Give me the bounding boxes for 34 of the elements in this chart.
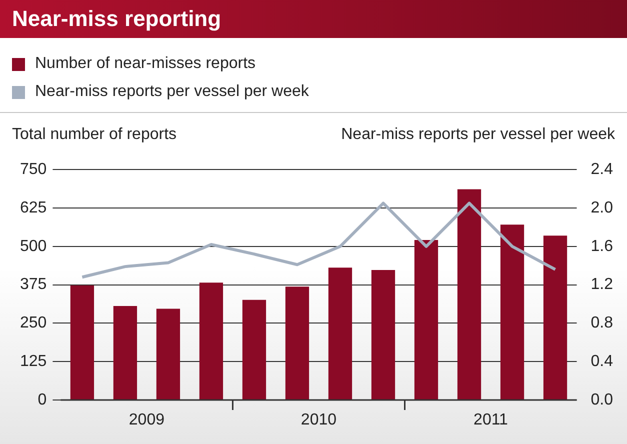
- bar: [285, 286, 310, 400]
- y2-tick-label: 0.4: [590, 353, 614, 370]
- bar: [414, 240, 438, 400]
- bar: [242, 300, 266, 400]
- bar: [371, 270, 396, 400]
- legend-label: Near-miss reports per vessel per week: [35, 83, 309, 101]
- text: 2011: [474, 411, 508, 428]
- y-tick-label: 750: [20, 161, 47, 178]
- y2-tick-label: 1.2: [590, 276, 614, 294]
- y-tick-label: 250: [20, 314, 47, 332]
- y-tick-label: 375: [20, 276, 47, 294]
- y2-tick-label: 2.4: [590, 161, 614, 178]
- bar: [500, 224, 524, 400]
- y2-tick-label: 1.6: [590, 238, 614, 255]
- y2-tick-label: 2.0: [590, 199, 614, 216]
- y-tick-label: 625: [20, 199, 47, 216]
- y-tick-label: 0: [38, 391, 47, 408]
- text: 2009: [128, 411, 165, 428]
- bar: [543, 236, 568, 400]
- bar: [156, 308, 180, 400]
- text: 2010: [300, 411, 337, 428]
- y2-tick-label: 0.0: [590, 391, 614, 408]
- y2-axis-title: Near-miss reports per vessel per week: [341, 126, 615, 144]
- y-tick-label: 500: [20, 238, 47, 255]
- bar: [199, 282, 224, 400]
- y2-tick-label: 0.8: [590, 314, 614, 332]
- y-tick-label: 125: [20, 353, 47, 370]
- bar: [328, 268, 352, 400]
- chart-title: Near-miss reporting: [0, 0, 627, 38]
- bar: [113, 306, 138, 400]
- bar: [70, 285, 94, 400]
- y-axis-title: Total number of reports: [12, 126, 177, 144]
- bar: [457, 189, 482, 400]
- legend-label: Number of near-misses reports: [35, 55, 256, 73]
